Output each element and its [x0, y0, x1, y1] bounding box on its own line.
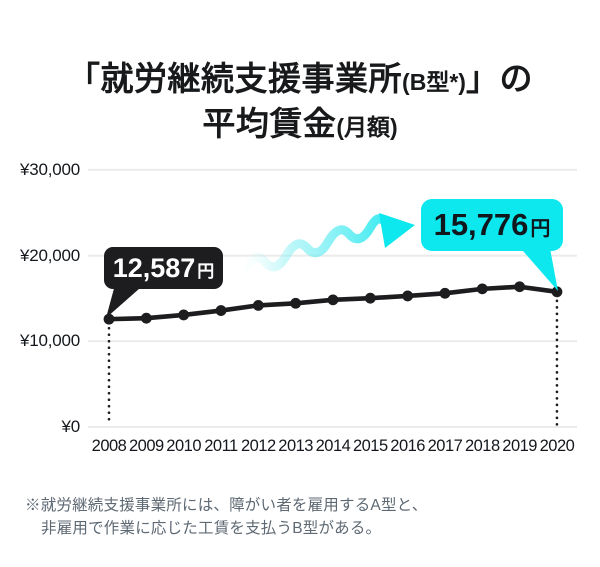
footnote-line-1: ※就労継続支援事業所には、障がい者を雇用するA型と、	[25, 497, 428, 514]
data-point	[252, 299, 264, 311]
x-axis-tick-label: 2020	[539, 437, 575, 455]
x-axis-tick-label: 2011	[204, 437, 238, 455]
callout-2020: 15,776 円	[421, 199, 563, 251]
data-point	[140, 312, 152, 324]
x-axis-tick-label: 2016	[390, 437, 425, 455]
data-point	[439, 287, 451, 299]
data-point	[103, 313, 115, 325]
callout-tail-end	[516, 243, 558, 291]
title-line-2: 平均賃金(月額)	[202, 105, 398, 143]
callout-2020-unit: 円	[530, 218, 551, 240]
x-axis-tick-label: 2015	[352, 437, 388, 455]
chart-title: 「就労継続支援事業所(B型*)」の 平均賃金(月額)	[0, 58, 600, 148]
footnote-line-2: 非雇用で作業に応じた工賃を支払うB型がある。	[41, 520, 382, 537]
data-point	[364, 292, 376, 304]
x-axis-tick-label: 2014	[315, 437, 351, 455]
title-line-2-note: (月額)	[336, 114, 398, 141]
x-axis-tick-label: 2017	[427, 437, 463, 455]
callout-2008-value: 12,587	[112, 253, 196, 283]
x-axis-tick-label: 2018	[464, 437, 500, 455]
callout-2008: 12,587 円	[104, 247, 223, 289]
grid-layer	[88, 168, 577, 428]
x-axis-tick-label: 2010	[166, 437, 202, 455]
data-point	[290, 297, 302, 309]
data-point	[215, 305, 227, 316]
x-axis-tick-label: 2009	[128, 437, 164, 455]
callout-tail-start	[106, 281, 148, 318]
x-axis-tick-label: 2019	[502, 437, 537, 455]
footnote: ※就労継続支援事業所には、障がい者を雇用するA型と、 非雇用で作業に応じた工賃を…	[25, 494, 585, 540]
y-axis-tick-label: ¥10,000	[19, 331, 80, 351]
data-point	[514, 281, 526, 293]
callout-2008-unit: 円	[197, 262, 215, 281]
data-point	[551, 286, 563, 298]
x-axis-tick-label: 2012	[240, 437, 276, 455]
title-line-1: 「就労継続支援事業所(B型*)」の	[67, 60, 533, 98]
series-layer	[103, 281, 563, 427]
x-axis-tick-label: 2013	[278, 437, 313, 455]
callout-2020-value: 15,776	[433, 207, 529, 242]
y-axis-tick-label: ¥20,000	[19, 245, 80, 265]
data-point	[402, 290, 414, 302]
title-line-1-note: (B型*)	[402, 69, 466, 96]
growth-arrow-icon	[239, 213, 415, 275]
y-axis-tick-label: ¥30,000	[19, 159, 80, 179]
y-axis-tick-label: ¥0	[61, 417, 80, 436]
data-point	[327, 294, 339, 306]
x-axis-tick-label: 2008	[91, 437, 127, 455]
data-point	[476, 283, 488, 295]
data-point	[178, 309, 190, 321]
